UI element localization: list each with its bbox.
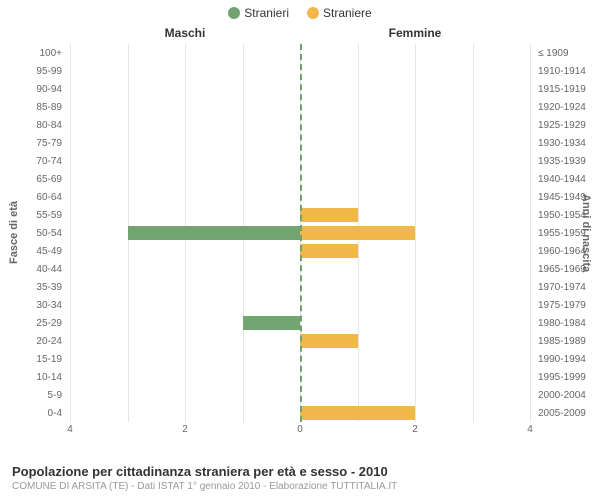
legend-item-stranieri: Stranieri [228, 6, 289, 20]
legend-swatch-straniere [307, 7, 319, 19]
chart-caption: Popolazione per cittadinanza straniera p… [12, 464, 588, 492]
age-labels: 100+95-9990-9485-8980-8475-7970-7465-696… [0, 44, 66, 422]
birth-year-label: 1980-1984 [534, 314, 600, 332]
birth-year-label: 1960-1964 [534, 242, 600, 260]
bar-female [300, 406, 415, 420]
bar-male [128, 226, 301, 240]
age-label: 45-49 [0, 242, 66, 260]
sex-headers: Maschi Femmine [70, 26, 530, 40]
age-label: 5-9 [0, 386, 66, 404]
birth-year-label: 1965-1969 [534, 260, 600, 278]
age-label: 25-29 [0, 314, 66, 332]
age-label: 95-99 [0, 62, 66, 80]
birth-year-label: 1920-1924 [534, 98, 600, 116]
gridline [473, 44, 474, 422]
birth-year-label: 1930-1934 [534, 134, 600, 152]
gridline [415, 44, 416, 422]
age-label: 30-34 [0, 296, 66, 314]
bar-female [300, 226, 415, 240]
birth-year-label: 1910-1914 [534, 62, 600, 80]
birth-year-label: 1915-1919 [534, 80, 600, 98]
age-label: 55-59 [0, 206, 66, 224]
birth-year-label: 1950-1954 [534, 206, 600, 224]
age-label: 15-19 [0, 350, 66, 368]
caption-title: Popolazione per cittadinanza straniera p… [12, 464, 588, 479]
age-label: 50-54 [0, 224, 66, 242]
age-label: 90-94 [0, 80, 66, 98]
age-label: 35-39 [0, 278, 66, 296]
birth-year-label: 2005-2009 [534, 404, 600, 422]
birth-year-label: 1990-1994 [534, 350, 600, 368]
birth-year-labels: ≤ 19091910-19141915-19191920-19241925-19… [534, 44, 600, 422]
birth-year-label: ≤ 1909 [534, 44, 600, 62]
legend-swatch-stranieri [228, 7, 240, 19]
birth-year-label: 1985-1989 [534, 332, 600, 350]
age-label: 60-64 [0, 188, 66, 206]
x-tick: 4 [67, 424, 73, 435]
x-tick: 4 [527, 424, 533, 435]
legend-item-straniere: Straniere [307, 6, 372, 20]
bar-male [243, 316, 301, 330]
birth-year-label: 1995-1999 [534, 368, 600, 386]
x-tick: 2 [182, 424, 188, 435]
age-label: 20-24 [0, 332, 66, 350]
age-label: 0-4 [0, 404, 66, 422]
legend-label: Stranieri [244, 6, 289, 20]
gridline [70, 44, 71, 422]
x-axis-ticks: 4 2 0 2 4 [70, 424, 530, 438]
age-label: 70-74 [0, 152, 66, 170]
bar-female [300, 208, 358, 222]
plot-area [70, 44, 530, 422]
age-label: 100+ [0, 44, 66, 62]
header-male: Maschi [70, 26, 300, 40]
population-pyramid-chart: Stranieri Straniere Maschi Femmine Fasce… [0, 0, 600, 500]
birth-year-label: 1940-1944 [534, 170, 600, 188]
birth-year-label: 1925-1929 [534, 116, 600, 134]
header-female: Femmine [300, 26, 530, 40]
age-label: 85-89 [0, 98, 66, 116]
gridline [530, 44, 531, 422]
birth-year-label: 1945-1949 [534, 188, 600, 206]
birth-year-label: 1975-1979 [534, 296, 600, 314]
age-label: 40-44 [0, 260, 66, 278]
bar-female [300, 334, 358, 348]
birth-year-label: 1955-1959 [534, 224, 600, 242]
bar-female [300, 244, 358, 258]
age-label: 65-69 [0, 170, 66, 188]
caption-subtitle: COMUNE DI ARSITA (TE) - Dati ISTAT 1° ge… [12, 481, 588, 492]
age-label: 10-14 [0, 368, 66, 386]
birth-year-label: 2000-2004 [534, 386, 600, 404]
age-label: 80-84 [0, 116, 66, 134]
legend-label: Straniere [323, 6, 372, 20]
age-label: 75-79 [0, 134, 66, 152]
x-tick: 2 [412, 424, 418, 435]
birth-year-label: 1935-1939 [534, 152, 600, 170]
legend: Stranieri Straniere [0, 6, 600, 20]
x-tick: 0 [297, 424, 303, 435]
birth-year-label: 1970-1974 [534, 278, 600, 296]
center-axis [300, 44, 302, 422]
